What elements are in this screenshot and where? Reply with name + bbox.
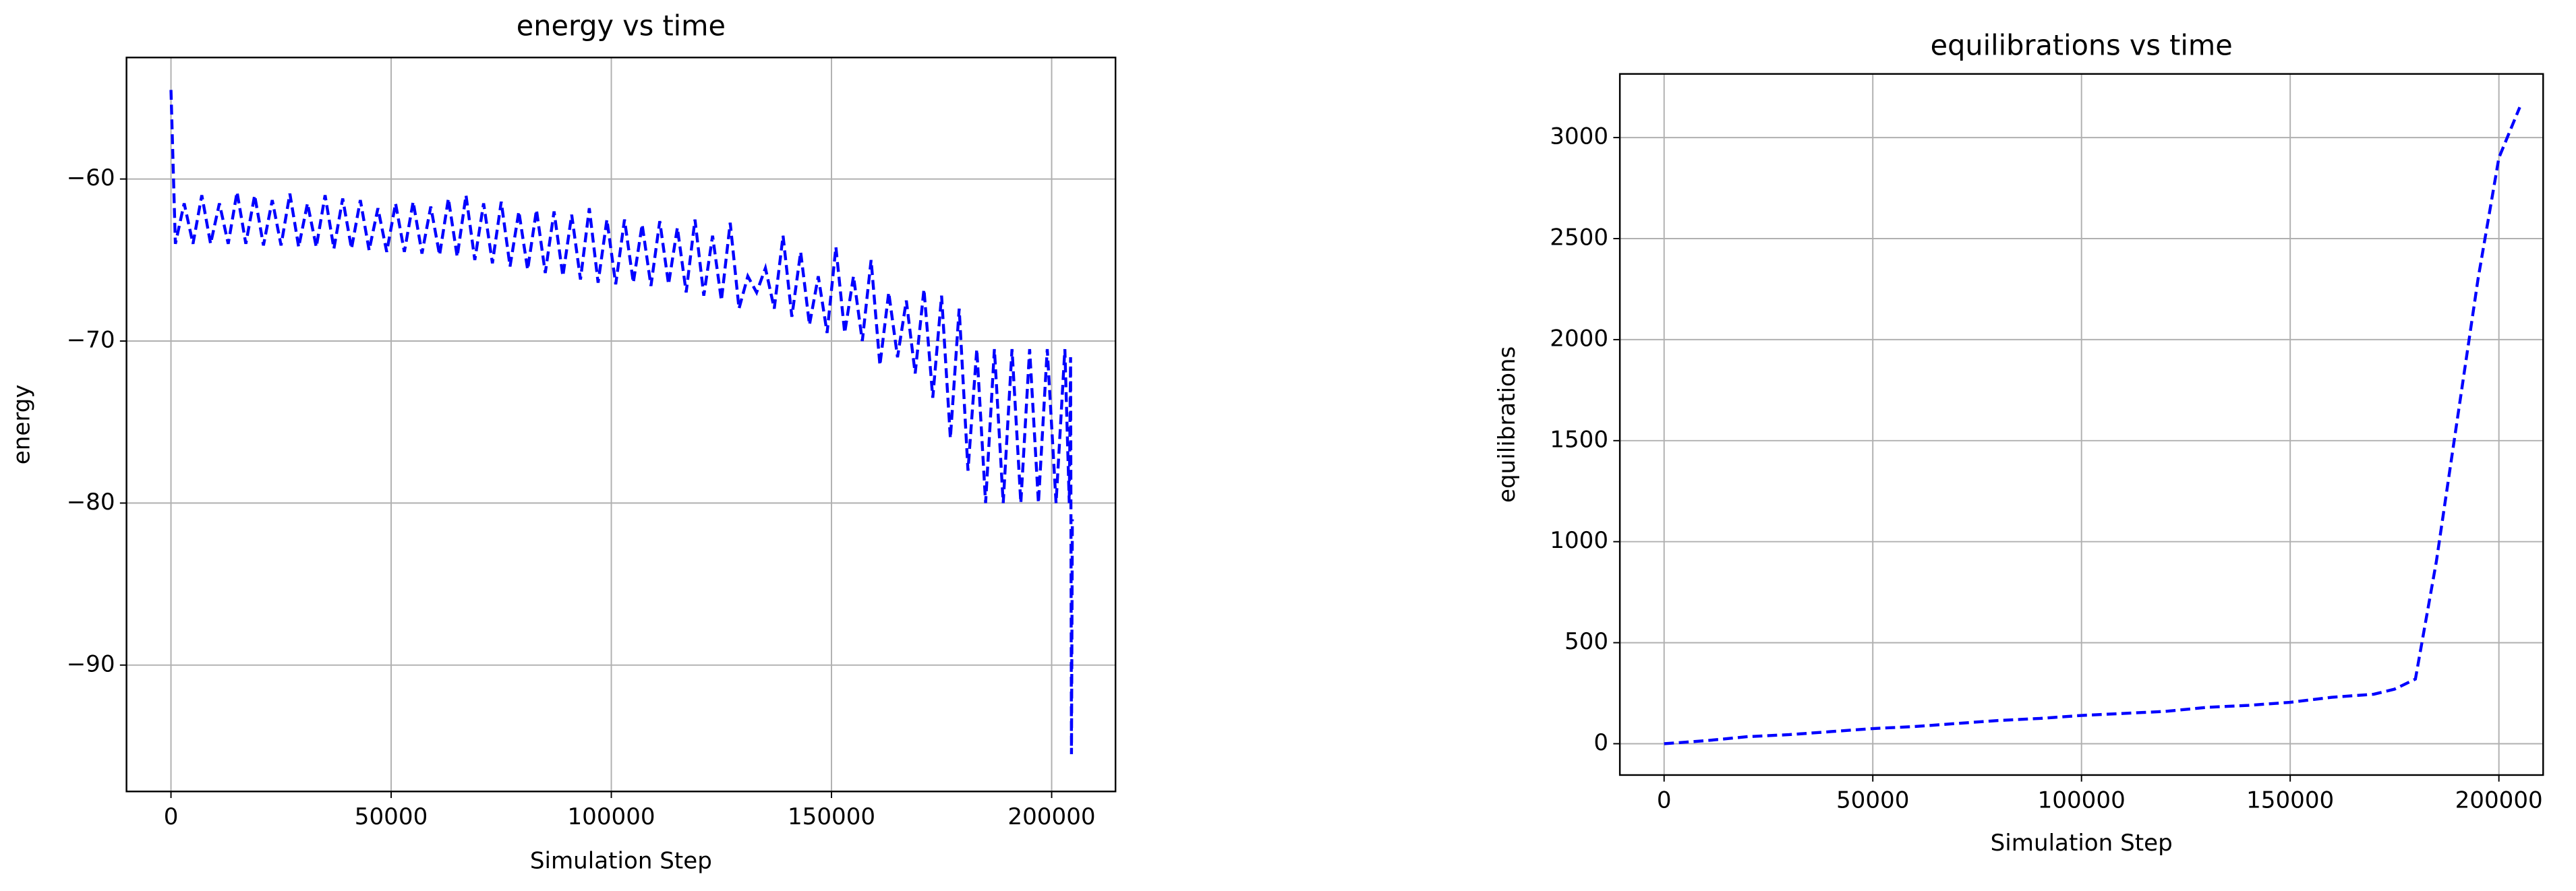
chart-title: energy vs time	[517, 9, 726, 42]
y-tick-label: −90	[67, 650, 115, 677]
y-tick-label: 3000	[1550, 123, 1608, 150]
x-tick-label: 100000	[2038, 787, 2126, 813]
y-tick-label: 2000	[1550, 325, 1608, 352]
chart-title: equilibrations vs time	[1931, 30, 2233, 62]
x-tick-label: 150000	[788, 803, 875, 830]
y-tick-label: −70	[67, 327, 115, 354]
plot-frame	[1618, 73, 2544, 776]
y-tick-label: 0	[1593, 729, 1608, 756]
chart: 0 50000 100000 150000 200000 0 500 1000 1500 2000…	[1494, 30, 2544, 857]
y-tick-label: −60	[67, 164, 115, 191]
data-line	[1664, 106, 2521, 745]
x-tick-label: 200000	[2455, 787, 2543, 813]
x-axis-label: Simulation Step	[530, 848, 712, 875]
x-tick-label: 200000	[1007, 803, 1095, 830]
plot-frame	[125, 57, 1117, 793]
x-tick-label: 50000	[1836, 787, 1909, 813]
y-tick-label: 1000	[1550, 527, 1608, 554]
y-tick-label: 2500	[1550, 224, 1608, 251]
x-tick-label: 0	[1657, 787, 1672, 813]
x-tick-label: 100000	[567, 803, 655, 830]
x-tick-label: 50000	[355, 803, 428, 830]
y-axis-label: energy	[9, 384, 36, 464]
chart: 0 50000 100000 150000 200000 −60 −70 −80 −90 ener…	[9, 9, 1117, 875]
x-tick-label: 150000	[2246, 787, 2334, 813]
x-tick-label: 0	[164, 803, 179, 830]
y-tick-label: −80	[67, 489, 115, 516]
data-line	[169, 90, 1074, 755]
y-tick-label: 500	[1564, 628, 1608, 655]
x-axis-label: Simulation Step	[1991, 830, 2173, 857]
y-tick-label: 1500	[1550, 426, 1608, 453]
y-axis-label: equilibrations	[1494, 346, 1521, 503]
